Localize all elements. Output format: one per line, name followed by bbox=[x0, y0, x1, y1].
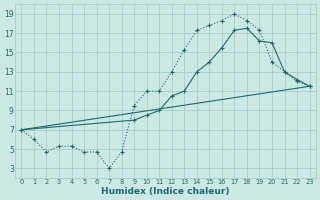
X-axis label: Humidex (Indice chaleur): Humidex (Indice chaleur) bbox=[101, 187, 230, 196]
